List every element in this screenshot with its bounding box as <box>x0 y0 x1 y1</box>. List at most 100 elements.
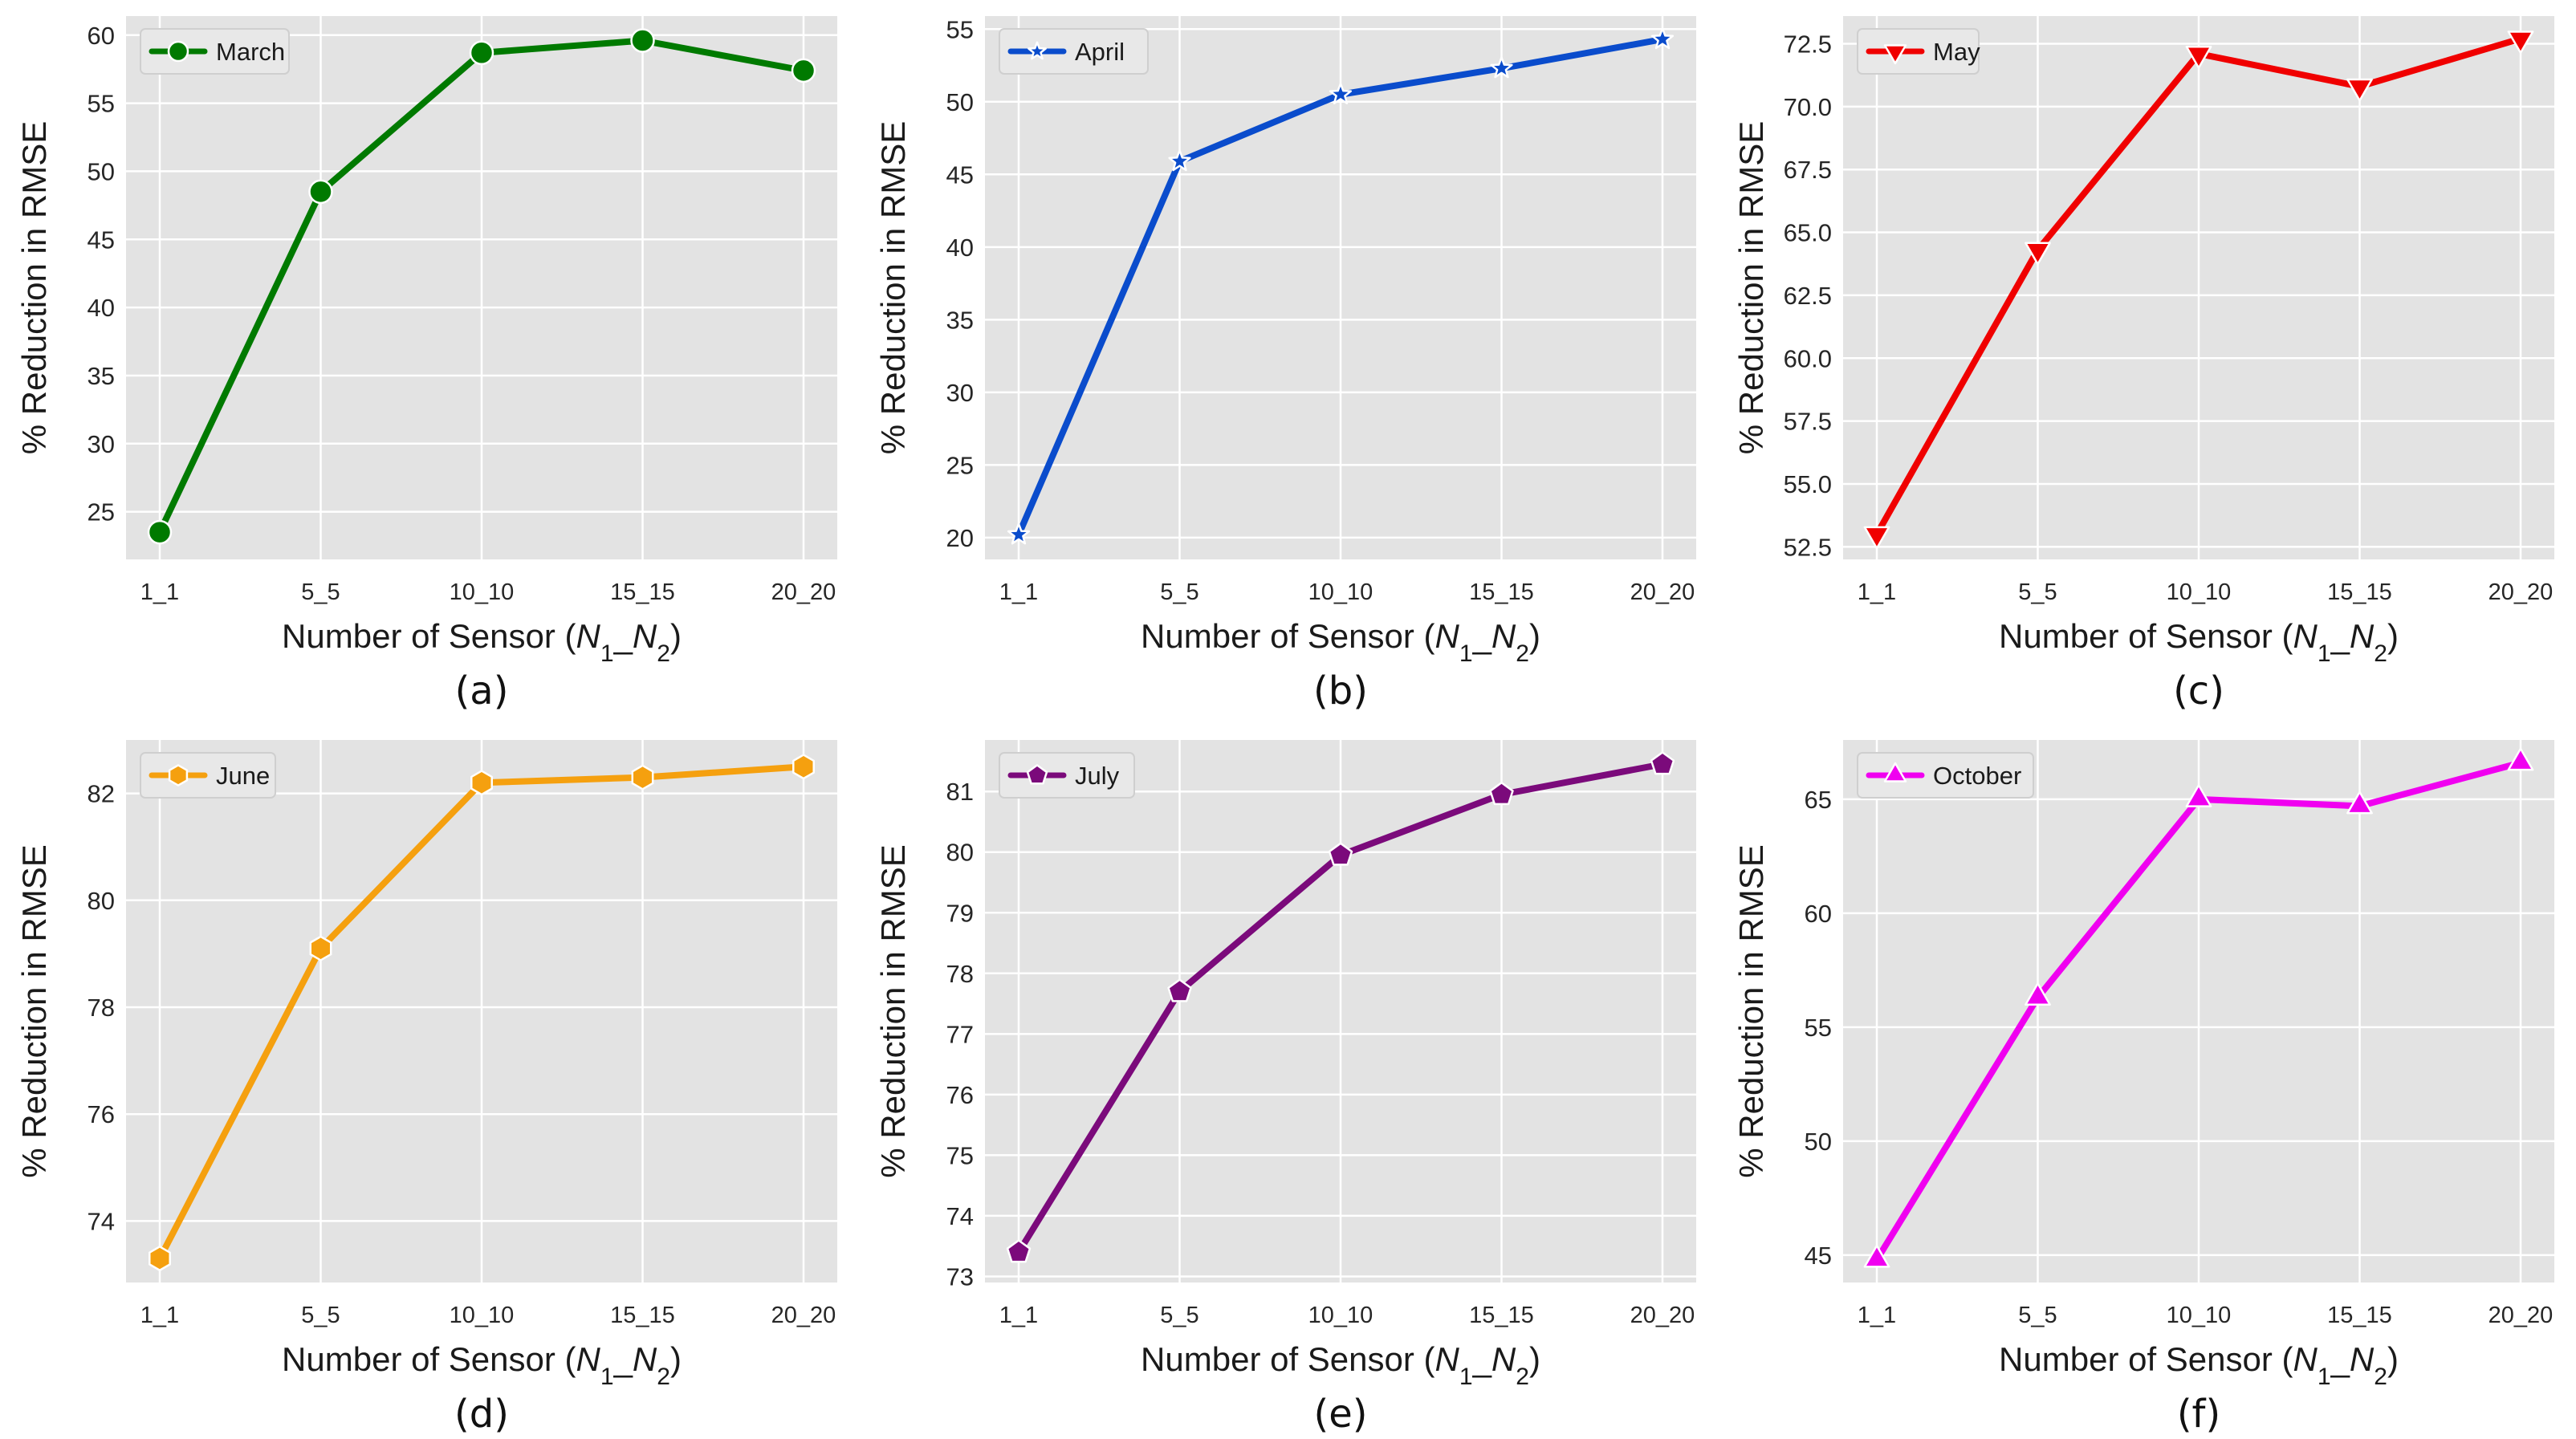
panel-caption: (c) <box>2173 669 2224 713</box>
data-point <box>469 40 494 66</box>
data-point <box>470 770 493 796</box>
data-point <box>791 58 816 83</box>
y-tick-label: 30 <box>946 379 974 407</box>
y-tick-label: 40 <box>946 234 974 262</box>
data-point <box>2025 982 2051 1006</box>
y-tick-label: 62.5 <box>1784 282 1832 310</box>
y-axis-label: % Reduction in RMSE <box>874 844 912 1178</box>
x-tick-label: 5_5 <box>1160 1303 1198 1328</box>
panel-caption: (e) <box>1314 1392 1368 1437</box>
x-tick-label: 5_5 <box>2018 579 2057 605</box>
y-tick-label: 80 <box>87 887 115 915</box>
x-tick-label: 5_5 <box>1160 579 1198 605</box>
x-tick-label: 1_1 <box>999 579 1038 605</box>
data-point <box>1489 782 1514 806</box>
data-point <box>1863 526 1890 550</box>
data-point <box>1328 842 1353 866</box>
data-point <box>308 179 333 205</box>
y-tick-label: 45 <box>946 161 974 189</box>
y-tick-label: 73 <box>946 1262 974 1291</box>
y-tick-label: 55 <box>1805 1014 1832 1042</box>
y-tick-label: 55 <box>87 90 115 118</box>
x-axis-label: Number of Sensor (N1_N2) <box>282 617 682 667</box>
y-tick-label: 82 <box>87 780 115 808</box>
legend-label: June <box>216 762 270 790</box>
x-tick-label: 1_1 <box>1858 579 1896 605</box>
y-tick-label: 25 <box>87 498 115 526</box>
y-tick-label: 40 <box>87 294 115 322</box>
x-tick-label: 5_5 <box>301 1303 340 1328</box>
legend-marker <box>168 764 189 787</box>
data-point <box>1006 1239 1032 1263</box>
legend-marker <box>1028 41 1047 60</box>
y-tick-label: 50 <box>946 88 974 116</box>
y-tick-label: 78 <box>946 960 974 988</box>
legend-marker <box>1883 762 1907 783</box>
panel-caption: (a) <box>455 669 509 713</box>
panel-caption: (f) <box>2177 1392 2220 1437</box>
y-tick-label: 20 <box>946 524 974 552</box>
x-tick-label: 15_15 <box>1469 1303 1534 1328</box>
data-point <box>309 935 332 961</box>
y-tick-label: 70.0 <box>1784 93 1832 121</box>
chart-panel: 20 25 30 35 40 45 50 55 1_1 5_5 10_10 15_15 20_20 Apr… <box>874 15 1696 713</box>
legend-box <box>999 752 1135 799</box>
data-point <box>1167 978 1192 1002</box>
y-tick-label: 65.0 <box>1784 219 1832 247</box>
x-tick-label: 15_15 <box>610 579 675 605</box>
x-tick-label: 10_10 <box>1308 579 1373 605</box>
y-tick-label: 75 <box>946 1141 974 1169</box>
x-axis-label: Number of Sensor (N1_N2) <box>1141 617 1540 667</box>
data-point <box>2185 46 2212 69</box>
y-tick-label: 77 <box>946 1020 974 1048</box>
x-tick-label: 15_15 <box>1469 579 1534 605</box>
y-tick-label: 30 <box>87 430 115 458</box>
x-tick-label: 1_1 <box>140 579 179 605</box>
x-tick-label: 20_20 <box>2489 1303 2554 1328</box>
x-tick-label: 10_10 <box>2167 1303 2232 1328</box>
legend-label: July <box>1075 762 1120 790</box>
x-tick-label: 20_20 <box>771 579 836 605</box>
data-point <box>1650 751 1675 775</box>
data-point <box>1168 149 1191 172</box>
y-tick-label: 45 <box>1805 1242 1832 1270</box>
x-axis-label: Number of Sensor (N1_N2) <box>1141 1340 1540 1390</box>
x-tick-label: 10_10 <box>2167 579 2232 605</box>
x-tick-label: 20_20 <box>771 1303 836 1328</box>
y-tick-label: 81 <box>946 778 974 806</box>
data-point <box>2346 78 2373 102</box>
y-tick-label: 67.5 <box>1784 156 1832 184</box>
y-tick-label: 50 <box>87 157 115 185</box>
y-tick-label: 78 <box>87 994 115 1022</box>
y-axis-label: % Reduction in RMSE <box>1732 844 1770 1178</box>
y-tick-label: 57.5 <box>1784 408 1832 436</box>
y-tick-label: 45 <box>87 226 115 254</box>
y-tick-label: 74 <box>87 1207 115 1235</box>
x-tick-label: 15_15 <box>610 1303 675 1328</box>
panel-caption: (d) <box>454 1392 509 1437</box>
data-point <box>1863 1244 1890 1268</box>
x-tick-label: 10_10 <box>450 1303 515 1328</box>
y-tick-label: 74 <box>946 1202 974 1230</box>
legend-box <box>140 752 276 799</box>
data-point <box>2185 784 2212 807</box>
chart-panel: 73 74 75 76 77 78 79 80 81 1_1 5_5 10_10 15_15 20_20 J… <box>874 740 1696 1437</box>
y-axis-label: % Reduction in RMSE <box>15 121 53 455</box>
chart-panel: 52.5 55.0 57.5 60.0 62.5 65.0 67.5 70.0 72.5 1_1 5… <box>1732 16 2554 713</box>
x-tick-label: 1_1 <box>1858 1303 1896 1328</box>
data-point <box>149 1246 171 1271</box>
legend-box <box>140 28 290 75</box>
x-tick-label: 5_5 <box>301 579 340 605</box>
y-axis-label: % Reduction in RMSE <box>15 844 53 1178</box>
x-tick-label: 1_1 <box>140 1303 179 1328</box>
y-tick-label: 35 <box>87 362 115 390</box>
y-tick-label: 76 <box>87 1100 115 1128</box>
x-tick-label: 5_5 <box>2018 1303 2057 1328</box>
legend-marker <box>1883 44 1907 65</box>
legend-box <box>1857 752 2034 799</box>
chart-panel: 45 50 55 60 65 1_1 5_5 10_10 15_15 20_20 October % … <box>1732 740 2554 1437</box>
legend-label: May <box>1933 38 1980 66</box>
y-tick-label: 60 <box>87 22 115 50</box>
y-tick-label: 65 <box>1805 786 1832 814</box>
x-axis-label: Number of Sensor (N1_N2) <box>282 1340 682 1390</box>
